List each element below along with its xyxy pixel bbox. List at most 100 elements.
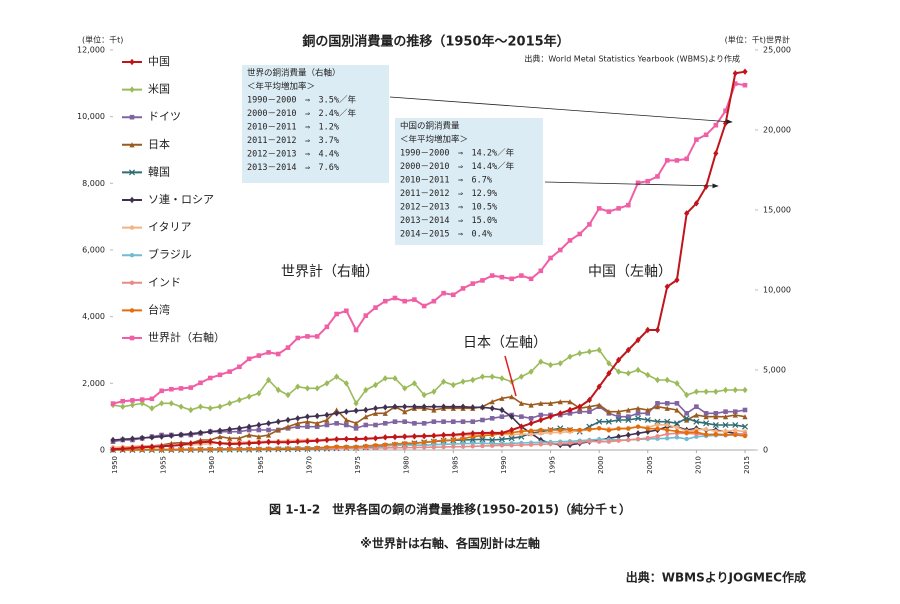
point — [305, 446, 310, 451]
point — [197, 403, 204, 410]
point — [654, 376, 661, 384]
point — [635, 411, 641, 416]
point — [626, 414, 631, 419]
point — [741, 423, 749, 430]
point — [742, 82, 748, 88]
point — [654, 326, 661, 334]
point — [596, 206, 602, 211]
legend-label: ソ連・ロシア — [148, 192, 214, 206]
point — [402, 298, 407, 304]
series — [110, 81, 748, 406]
point — [519, 429, 524, 434]
note-arrow — [544, 181, 719, 189]
point — [334, 373, 340, 380]
point — [392, 419, 398, 424]
point — [314, 437, 320, 444]
point — [528, 276, 534, 282]
point — [198, 447, 203, 452]
point — [499, 414, 505, 419]
point — [324, 436, 330, 444]
point — [567, 353, 573, 360]
legend-label: 韓国 — [148, 165, 170, 178]
point — [129, 435, 136, 442]
point — [547, 400, 554, 406]
point — [129, 401, 136, 409]
point — [431, 403, 437, 410]
point — [431, 407, 437, 413]
point — [266, 446, 271, 452]
point — [635, 366, 641, 374]
point — [373, 422, 378, 428]
point — [577, 427, 582, 433]
credit: 出典：WBMSよりJOGMEC作成 — [626, 570, 806, 585]
point — [265, 432, 272, 438]
point — [645, 435, 650, 441]
point — [664, 405, 670, 411]
annotation-arrow — [504, 355, 517, 397]
point — [489, 273, 495, 278]
point — [431, 298, 437, 304]
point — [470, 434, 475, 439]
point — [722, 386, 729, 394]
point — [314, 420, 320, 426]
point — [344, 422, 349, 428]
point — [324, 411, 330, 419]
point — [665, 436, 670, 441]
point — [227, 447, 232, 452]
point — [674, 429, 680, 434]
point — [635, 430, 641, 437]
legend-marker — [129, 308, 135, 313]
point — [353, 400, 359, 407]
point — [392, 403, 398, 410]
x-tick-label: 1970 — [305, 456, 313, 474]
point — [431, 439, 437, 444]
point — [703, 427, 709, 432]
point — [518, 423, 524, 430]
point — [188, 406, 194, 414]
point — [265, 376, 272, 384]
point — [402, 445, 407, 450]
point — [169, 386, 174, 392]
point — [450, 381, 456, 389]
point — [139, 397, 145, 402]
point — [693, 388, 699, 395]
point — [217, 427, 223, 434]
point — [304, 419, 311, 425]
point — [227, 400, 233, 407]
point — [343, 417, 349, 423]
point — [655, 174, 660, 179]
point — [645, 407, 651, 413]
point — [450, 431, 456, 438]
point — [606, 428, 612, 433]
note-line: 世界の銅消費量（右軸） — [247, 68, 341, 79]
point — [489, 436, 496, 444]
point — [295, 383, 301, 390]
point — [353, 420, 359, 426]
point — [324, 445, 330, 450]
point — [567, 411, 573, 416]
note-arrow — [389, 96, 733, 124]
point — [713, 122, 719, 128]
point — [304, 413, 311, 420]
x-tick-label: 1975 — [354, 456, 362, 474]
legend-marker — [129, 335, 135, 341]
point — [528, 368, 534, 375]
point — [197, 429, 204, 436]
point — [334, 444, 339, 449]
note-line: 1990－2000 ⇒ 3.5%／年 — [247, 95, 357, 106]
annotation: 日本（左軸） — [463, 335, 547, 351]
point — [722, 421, 729, 429]
legend-marker — [129, 253, 135, 258]
point — [538, 268, 544, 274]
point — [684, 417, 690, 423]
point — [616, 438, 621, 443]
point — [353, 435, 359, 443]
point — [713, 411, 719, 416]
point — [411, 433, 418, 440]
point — [606, 209, 612, 214]
point — [460, 286, 466, 291]
point — [178, 386, 184, 391]
note-box — [395, 118, 543, 245]
point — [567, 406, 573, 414]
point — [402, 385, 408, 392]
